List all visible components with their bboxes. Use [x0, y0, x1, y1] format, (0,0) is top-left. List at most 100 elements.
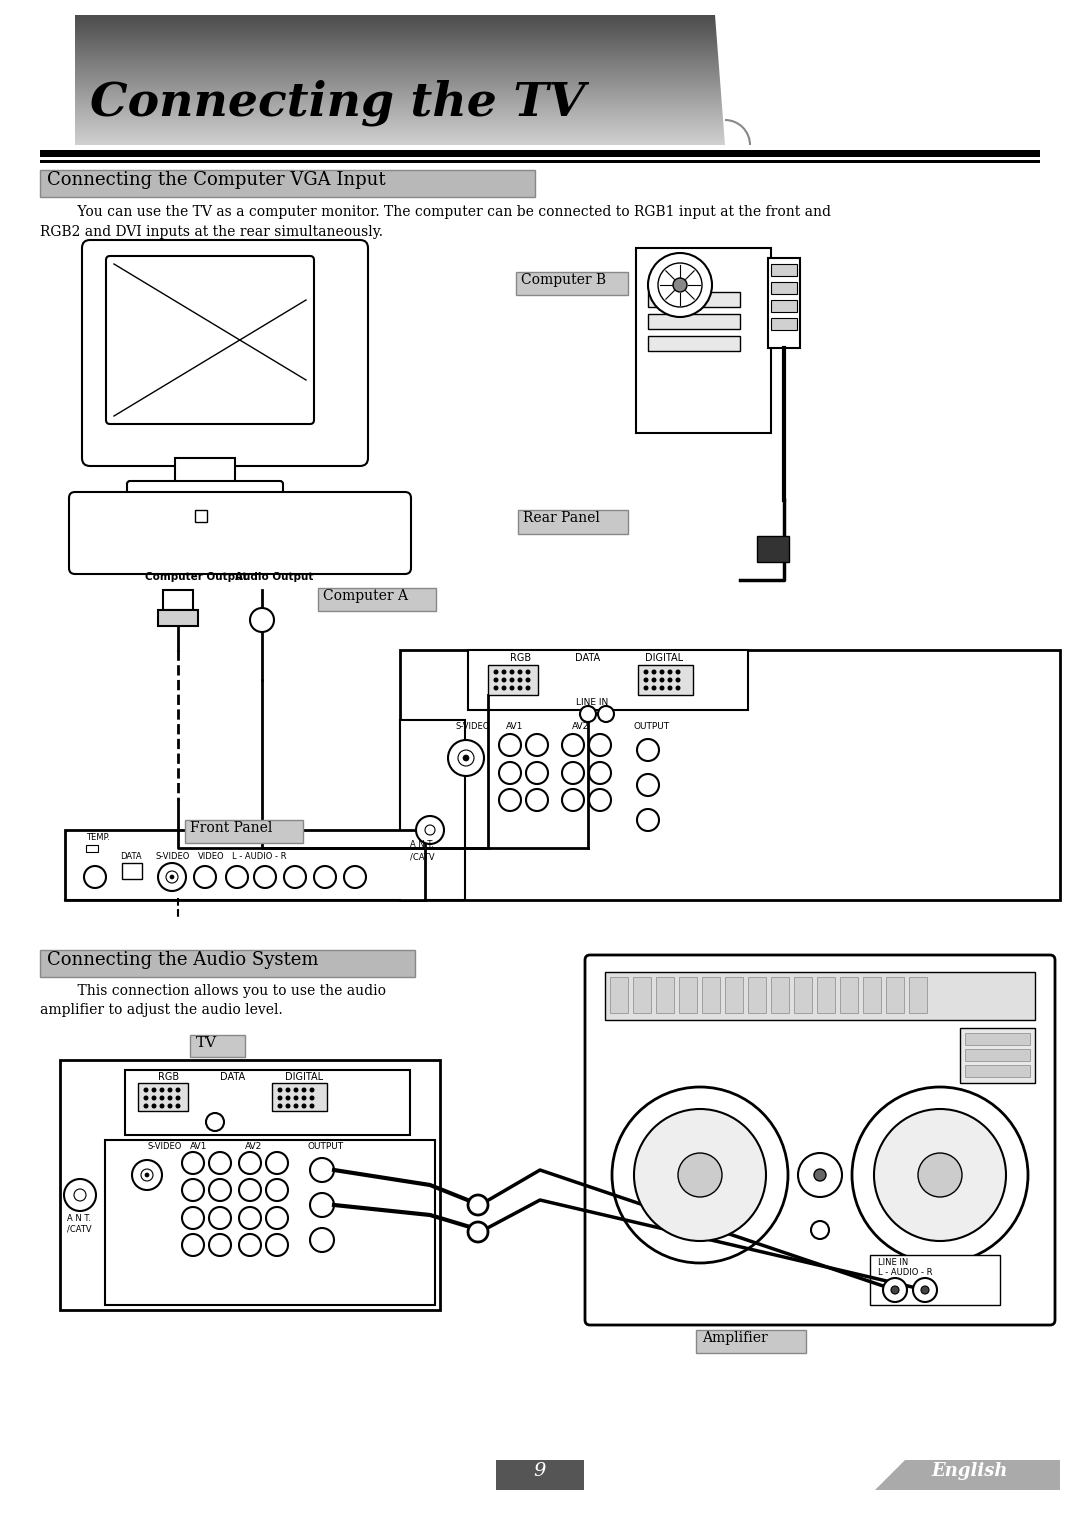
Bar	[40, 150, 1040, 157]
Circle shape	[301, 1096, 307, 1100]
Circle shape	[294, 1103, 298, 1108]
Bar	[158, 610, 198, 626]
Bar	[636, 248, 771, 432]
Text: OUTPUT: OUTPUT	[307, 1141, 343, 1151]
Circle shape	[426, 825, 435, 834]
Circle shape	[226, 866, 248, 888]
Circle shape	[285, 1096, 291, 1100]
Circle shape	[167, 1088, 173, 1093]
Bar	[60, 1060, 440, 1309]
Circle shape	[517, 669, 523, 674]
Circle shape	[637, 808, 659, 831]
Circle shape	[562, 762, 584, 784]
Bar	[190, 1034, 245, 1057]
Circle shape	[144, 1103, 149, 1108]
Circle shape	[254, 866, 276, 888]
Circle shape	[345, 866, 366, 888]
Circle shape	[651, 677, 657, 683]
Bar	[40, 170, 535, 197]
Circle shape	[175, 1103, 180, 1108]
Circle shape	[160, 1096, 164, 1100]
Circle shape	[510, 669, 514, 674]
Text: Front Panel: Front Panel	[190, 821, 272, 834]
Circle shape	[637, 775, 659, 796]
Circle shape	[667, 677, 673, 683]
Circle shape	[499, 788, 521, 811]
Bar	[863, 976, 881, 1013]
Bar	[610, 976, 627, 1013]
Bar	[771, 318, 797, 330]
Bar	[488, 665, 538, 695]
Circle shape	[210, 1180, 231, 1201]
Circle shape	[310, 1193, 334, 1216]
Bar	[960, 1028, 1035, 1083]
Circle shape	[284, 866, 306, 888]
Text: amplifier to adjust the audio level.: amplifier to adjust the audio level.	[40, 1002, 283, 1018]
Circle shape	[239, 1235, 261, 1256]
Text: RGB: RGB	[158, 1073, 179, 1082]
Text: Connecting the Audio System: Connecting the Audio System	[48, 950, 319, 969]
Bar	[886, 976, 904, 1013]
Circle shape	[883, 1277, 907, 1302]
Text: 9: 9	[534, 1462, 546, 1481]
Bar	[400, 720, 465, 900]
Text: A N T.: A N T.	[410, 840, 434, 850]
Text: S-VIDEO: S-VIDEO	[156, 853, 189, 860]
Circle shape	[294, 1088, 298, 1093]
Text: L - AUDIO - R: L - AUDIO - R	[232, 853, 286, 860]
Circle shape	[634, 1109, 766, 1241]
Circle shape	[494, 677, 499, 683]
Circle shape	[589, 788, 611, 811]
Text: AV1: AV1	[507, 723, 524, 730]
Circle shape	[416, 816, 444, 843]
Circle shape	[678, 1154, 723, 1196]
Text: AV2: AV2	[572, 723, 590, 730]
Circle shape	[266, 1152, 288, 1174]
Bar	[86, 845, 98, 853]
Bar	[185, 821, 303, 843]
Bar	[771, 264, 797, 277]
Circle shape	[310, 1096, 314, 1100]
Bar	[648, 292, 740, 307]
Bar	[771, 299, 797, 312]
Text: Rear Panel: Rear Panel	[523, 510, 599, 526]
Text: AV1: AV1	[190, 1141, 207, 1151]
Circle shape	[84, 866, 106, 888]
Bar	[195, 510, 207, 523]
Text: Connecting the Computer VGA Input: Connecting the Computer VGA Input	[48, 171, 386, 189]
Circle shape	[249, 608, 274, 633]
Circle shape	[141, 1169, 153, 1181]
Circle shape	[526, 733, 548, 756]
Circle shape	[501, 686, 507, 691]
Circle shape	[266, 1180, 288, 1201]
Circle shape	[278, 1096, 283, 1100]
Bar	[125, 1070, 410, 1135]
Circle shape	[501, 669, 507, 674]
Circle shape	[448, 740, 484, 776]
Circle shape	[675, 677, 680, 683]
Text: /CATV: /CATV	[67, 1224, 92, 1233]
Circle shape	[667, 669, 673, 674]
Text: DIGITAL: DIGITAL	[645, 652, 684, 663]
Bar	[816, 976, 835, 1013]
Text: DATA: DATA	[120, 853, 141, 860]
Circle shape	[160, 1103, 164, 1108]
Circle shape	[458, 750, 474, 766]
Circle shape	[167, 1103, 173, 1108]
Circle shape	[660, 669, 664, 674]
Bar	[771, 283, 797, 293]
Circle shape	[468, 1195, 488, 1215]
Circle shape	[644, 677, 648, 683]
Circle shape	[183, 1235, 204, 1256]
Text: Computer Output: Computer Output	[145, 571, 247, 582]
Circle shape	[151, 1103, 157, 1108]
Text: /CATV: /CATV	[410, 853, 434, 860]
Text: Amplifier: Amplifier	[702, 1331, 768, 1345]
Circle shape	[651, 686, 657, 691]
Text: S-VIDEO: S-VIDEO	[456, 723, 490, 730]
Bar	[870, 1254, 1000, 1305]
Circle shape	[210, 1235, 231, 1256]
Circle shape	[310, 1158, 334, 1183]
Circle shape	[206, 1112, 224, 1131]
Text: RGB2 and DVI inputs at the rear simultaneously.: RGB2 and DVI inputs at the rear simultan…	[40, 225, 383, 238]
